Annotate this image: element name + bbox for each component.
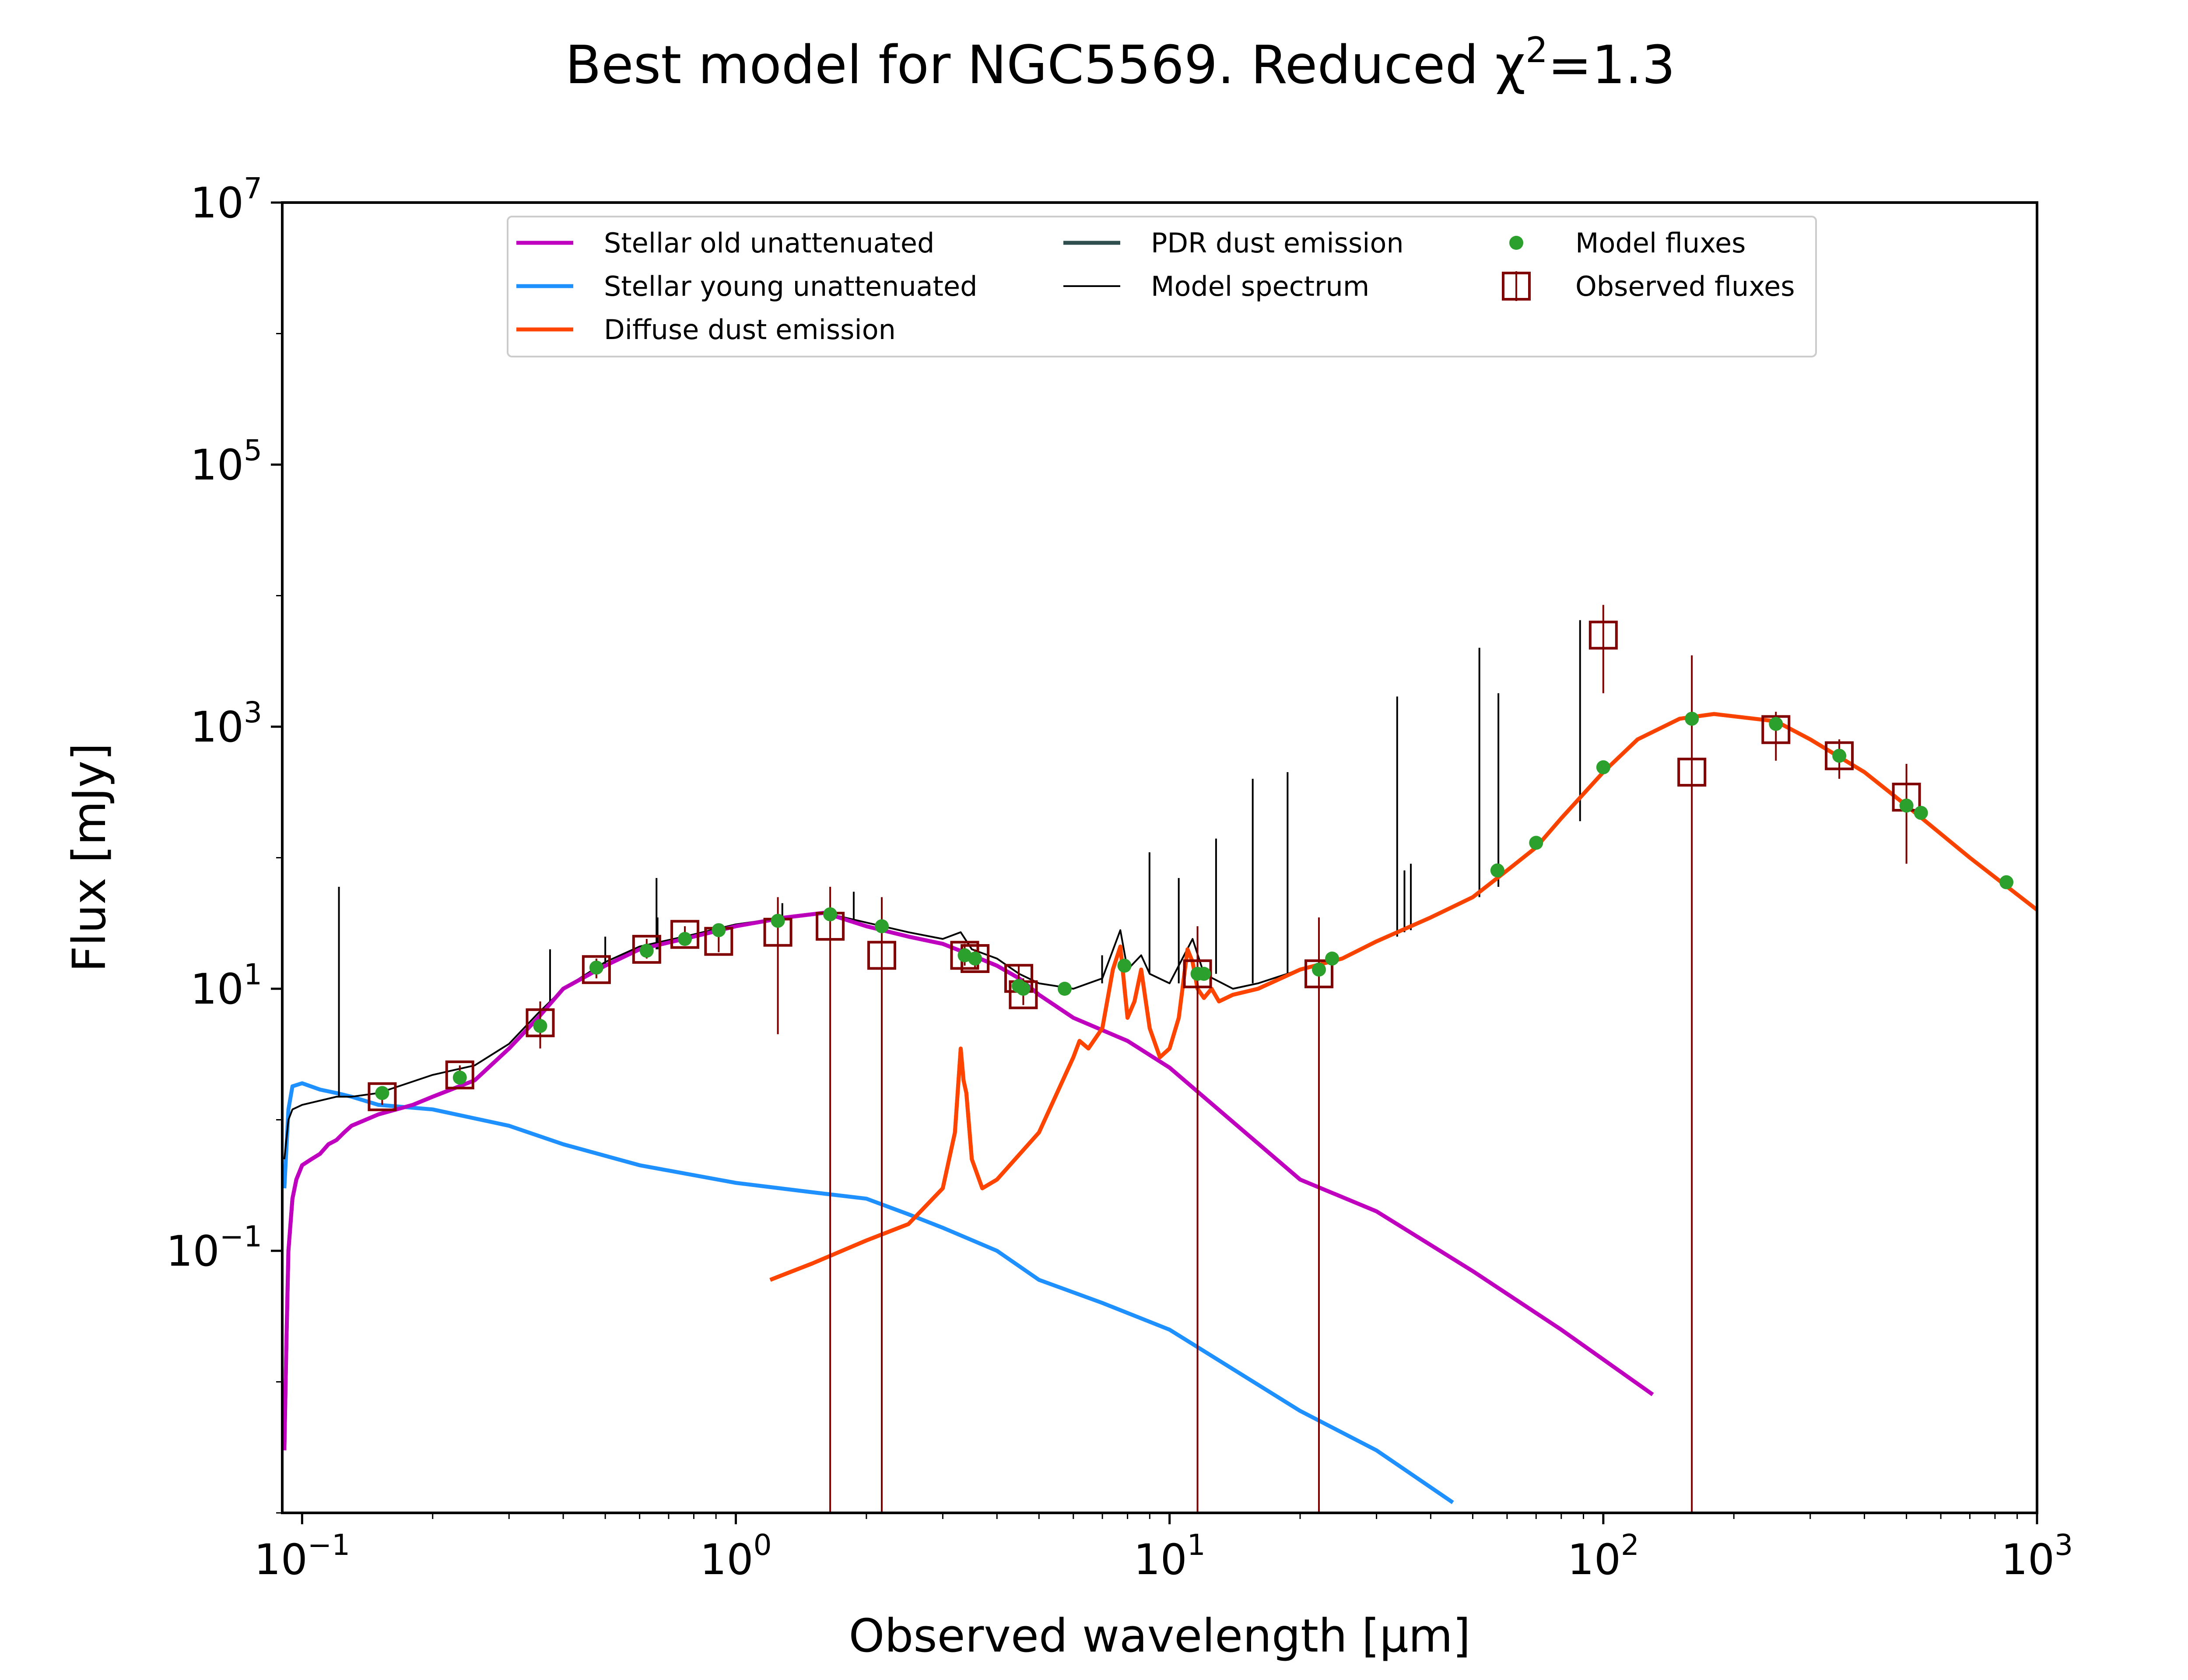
observed-flux-marker <box>1588 620 1618 650</box>
legend-label: Diffuse dust emission <box>604 314 896 346</box>
model-flux-point <box>1325 951 1339 966</box>
observed-flux-marker <box>632 934 661 964</box>
legend-swatch <box>1502 272 1531 301</box>
observed-flux-point <box>1677 655 1707 1513</box>
observed-flux-marker <box>1304 959 1334 988</box>
observed-flux-point <box>1304 917 1334 1513</box>
model-flux-point <box>639 944 654 958</box>
model-flux-point <box>1057 982 1072 996</box>
legend-label: PDR dust emission <box>1151 227 1404 259</box>
legend-box <box>507 216 1817 357</box>
y-tick-label: 103 <box>190 696 262 752</box>
legend-item-diffuse-dust-emission: Diffuse dust emission <box>516 314 896 346</box>
chart-title-main: Best model for NGC5569. Reduced χ <box>565 35 1526 96</box>
model-flux-point <box>678 932 692 946</box>
legend-item-model-fluxes: Model fluxes <box>1509 227 1746 259</box>
model-flux-point <box>375 1086 389 1100</box>
model-flux-point <box>1999 875 2014 889</box>
model-flux-point <box>1529 836 1543 850</box>
y-axis-label: Flux [mJy] <box>63 743 116 972</box>
observed-flux-marker <box>1825 741 1854 770</box>
series-stellar-young-unattenuated <box>282 1081 1454 1505</box>
model-flux-point <box>1596 760 1610 774</box>
series-diffuse-dust-emission-overlay <box>769 712 2037 1282</box>
chart-title: Best model for NGC5569. Reduced χ2=1.3 <box>565 30 1676 96</box>
model-flux-point <box>1490 863 1504 878</box>
legend-item-observed-fluxes: Observed fluxes <box>1502 270 1795 302</box>
x-tick-label: 102 <box>1567 1528 1639 1584</box>
observed-flux-marker <box>526 1008 555 1037</box>
y-tick-label: 107 <box>190 172 262 228</box>
x-tick-label: 100 <box>700 1528 771 1584</box>
model-flux-point <box>771 914 785 928</box>
x-tick-label: 103 <box>2001 1528 2073 1584</box>
model-flux-point <box>968 951 982 966</box>
legend-item-stellar-young-unattenuated: Stellar young unattenuated <box>516 270 977 302</box>
model-flux-point <box>1197 966 1211 981</box>
x-axis-label: Observed wavelength [μm] <box>849 1609 1471 1662</box>
model-flux-point <box>1899 798 1914 813</box>
observed-flux-point <box>1588 605 1618 693</box>
legend-label: Model fluxes <box>1575 227 1746 259</box>
observed-flux-point <box>867 897 897 1513</box>
observed-flux-marker <box>582 955 611 984</box>
legend-label: Observed fluxes <box>1575 270 1795 302</box>
y-tick-label: 105 <box>190 434 262 490</box>
model-flux-point <box>1117 959 1132 973</box>
axis-ticks: 10−1 100 101 102 103 10−1 101 103 105 107 <box>166 172 2073 1584</box>
model-flux-point <box>712 923 726 938</box>
y-tick-label: 10−1 <box>166 1220 262 1276</box>
y-tick-label: 101 <box>190 958 262 1014</box>
observed-flux-marker <box>867 941 897 970</box>
model-flux-point <box>1914 805 1928 820</box>
legend-item-stellar-old-unattenuated: Stellar old unattenuated <box>516 227 934 259</box>
model-flux-point <box>875 919 889 934</box>
model-flux-point <box>1312 962 1326 977</box>
legend-label: Stellar old unattenuated <box>604 227 934 259</box>
legend-label: Stellar young unattenuated <box>604 270 977 302</box>
chart-title-sup: 2 <box>1525 30 1548 70</box>
legend-item-pdr-dust-emission: PDR dust emission <box>1063 227 1404 259</box>
model-flux-point <box>1016 982 1031 996</box>
legend: Stellar old unattenuated Stellar young un… <box>507 216 1817 357</box>
observed-flux-marker <box>1761 715 1791 744</box>
plot-data <box>282 605 2037 1513</box>
model-flux-point <box>452 1070 467 1085</box>
observed-flux-marker <box>445 1060 474 1089</box>
model-flux-point <box>533 1019 547 1033</box>
observed-flux-marker <box>670 920 700 949</box>
legend-item-model-spectrum: Model spectrum <box>1063 270 1369 302</box>
observed-flux-marker <box>1677 757 1707 787</box>
model-flux-point <box>1685 711 1699 726</box>
observed-flux-marker <box>368 1082 397 1111</box>
model-flux-point <box>1769 717 1783 731</box>
legend-label: Model spectrum <box>1151 270 1369 302</box>
x-tick-label: 101 <box>1134 1528 1206 1584</box>
legend-swatch <box>1509 236 1523 250</box>
chart-title-tail: =1.3 <box>1548 35 1675 96</box>
model-flux-point <box>1832 749 1847 763</box>
x-tick-label: 10−1 <box>254 1528 350 1584</box>
model-flux-point <box>589 960 603 975</box>
model-flux-point <box>823 907 838 921</box>
